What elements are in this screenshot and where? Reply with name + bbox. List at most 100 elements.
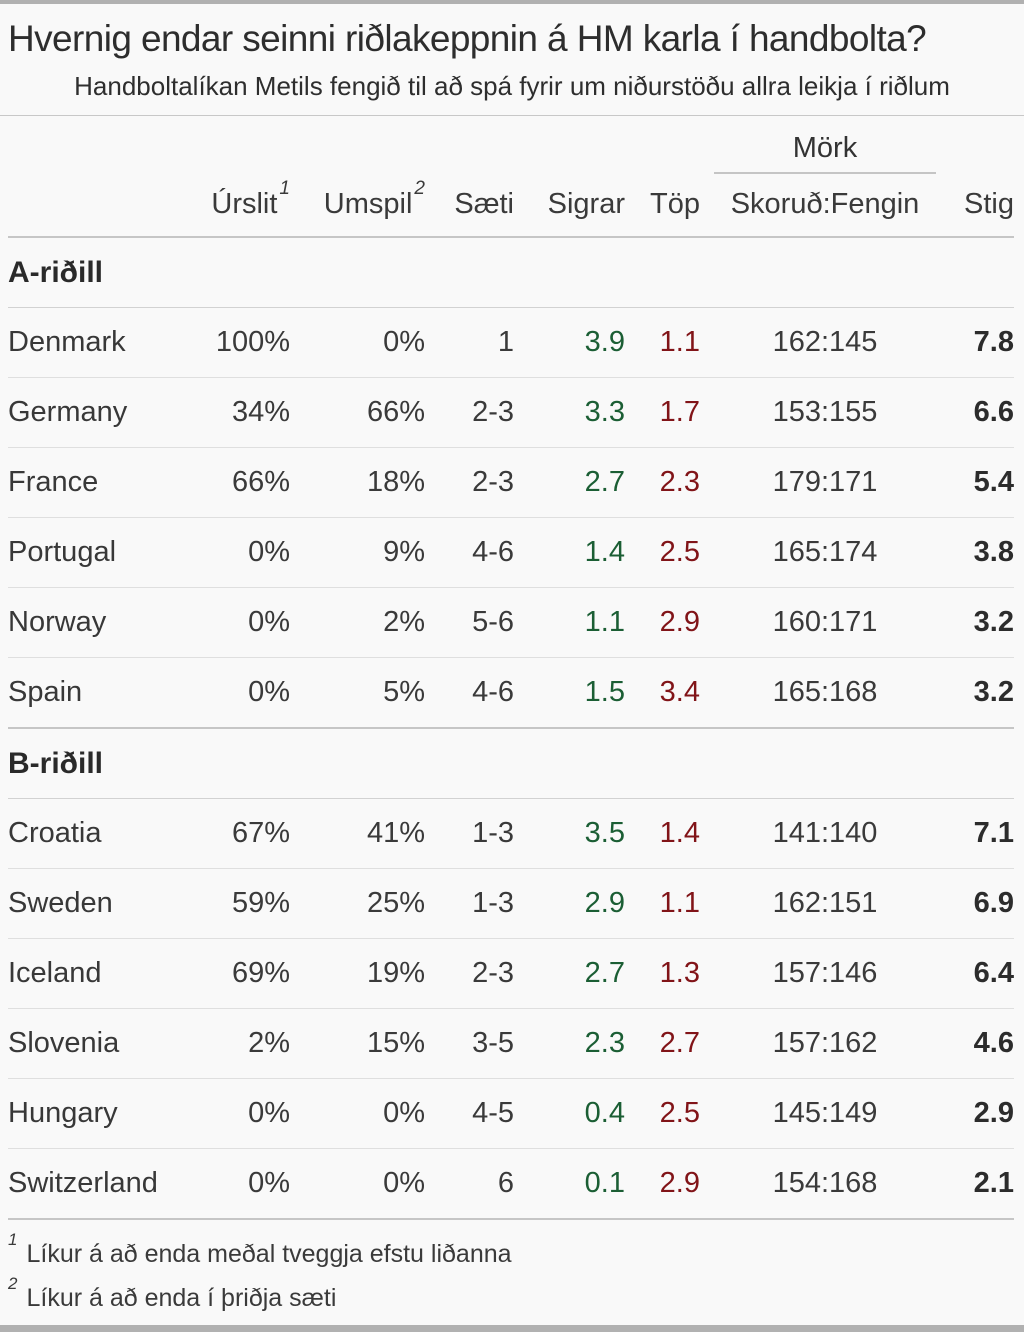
col-header-urslit: Úrslit 1 [195, 174, 290, 238]
saeti-cell: 2-3 [425, 447, 514, 518]
table-body: A-riðill Denmark 100% 0% 1 3.9 1.1 162:145 7.8 Ge… [8, 237, 1014, 1220]
col-header-urslit-label: Úrslit [211, 188, 278, 220]
urslit-cell: 100% [195, 307, 290, 378]
group-header-spacer [950, 116, 1014, 174]
footnote-2: 2 Líkur á að enda í þriðja sæti [8, 1275, 1016, 1314]
mork-underline [714, 172, 936, 174]
table-row: Sweden 59% 25% 1-3 2.9 1.1 162:151 6.9 [8, 868, 1014, 939]
section-header: A-riðill [8, 237, 1014, 308]
column-header-row: Úrslit 1 Umspil 2 Sæti Sigrar Töp Skoruð:F… [8, 174, 1014, 238]
sigrar-cell: 2.3 [514, 1008, 625, 1079]
footnote-marker-1: 1 [279, 178, 290, 200]
umspil-cell: 0% [290, 1078, 425, 1149]
top-cell: 1.1 [625, 307, 700, 378]
umspil-cell: 41% [290, 798, 425, 869]
saeti-cell: 6 [425, 1148, 514, 1220]
stig-cell: 2.1 [950, 1148, 1014, 1220]
umspil-cell: 15% [290, 1008, 425, 1079]
col-header-top: Töp [625, 174, 700, 238]
team-name-cell: Sweden [8, 868, 195, 939]
team-name-cell: Denmark [8, 307, 195, 378]
urslit-cell: 0% [195, 517, 290, 588]
urslit-cell: 59% [195, 868, 290, 939]
mork-cell: 157:162 [700, 1008, 950, 1079]
stig-cell: 3.8 [950, 517, 1014, 588]
top-cell: 3.4 [625, 657, 700, 729]
top-edge-bar [0, 0, 1024, 4]
stig-cell: 6.9 [950, 868, 1014, 939]
team-name-cell: Portugal [8, 517, 195, 588]
page-title: Hvernig endar seinni riðlakeppnin á HM k… [8, 18, 927, 59]
urslit-cell: 34% [195, 377, 290, 448]
table-row: Iceland 69% 19% 2-3 2.7 1.3 157:146 6.4 [8, 938, 1014, 1009]
col-header-umspil: Umspil 2 [290, 174, 425, 238]
stig-cell: 7.1 [950, 798, 1014, 869]
col-header-skorud-fengin: Skoruð:Fengin [700, 174, 950, 238]
team-name-cell: Croatia [8, 798, 195, 869]
umspil-cell: 9% [290, 517, 425, 588]
saeti-cell: 4-6 [425, 657, 514, 729]
urslit-cell: 0% [195, 1148, 290, 1220]
urslit-cell: 67% [195, 798, 290, 869]
mork-cell: 162:151 [700, 868, 950, 939]
stig-cell: 7.8 [950, 307, 1014, 378]
mork-cell: 153:155 [700, 377, 950, 448]
table-row: Croatia 67% 41% 1-3 3.5 1.4 141:140 7.1 [8, 798, 1014, 869]
stig-cell: 6.6 [950, 377, 1014, 448]
umspil-cell: 0% [290, 1148, 425, 1220]
top-cell: 2.3 [625, 447, 700, 518]
footnote-1-marker: 1 [8, 1229, 18, 1249]
col-header-saeti: Sæti [425, 174, 514, 238]
top-cell: 2.9 [625, 587, 700, 658]
urslit-cell: 66% [195, 447, 290, 518]
top-cell: 2.5 [625, 1078, 700, 1149]
group-header-row: Mörk [8, 116, 1014, 174]
results-table: Mörk Úrslit 1 Umspil 2 Sæti Sigrar Töp Sko… [8, 116, 1014, 1220]
top-cell: 1.4 [625, 798, 700, 869]
sigrar-cell: 3.5 [514, 798, 625, 869]
stig-cell: 2.9 [950, 1078, 1014, 1149]
saeti-cell: 3-5 [425, 1008, 514, 1079]
footnote-1: 1 Líkur á að enda meðal tveggja efstu lið… [8, 1231, 1016, 1270]
umspil-cell: 2% [290, 587, 425, 658]
table-row: Spain 0% 5% 4-6 1.5 3.4 165:168 3.2 [8, 657, 1014, 729]
top-cell: 1.3 [625, 938, 700, 1009]
team-name-cell: Germany [8, 377, 195, 448]
mork-cell: 157:146 [700, 938, 950, 1009]
mork-cell: 154:168 [700, 1148, 950, 1220]
saeti-cell: 1-3 [425, 798, 514, 869]
col-header-stig: Stig [950, 174, 1014, 238]
team-name-cell: Norway [8, 587, 195, 658]
table-row: Germany 34% 66% 2-3 3.3 1.7 153:155 6.6 [8, 377, 1014, 448]
stig-cell: 6.4 [950, 938, 1014, 1009]
saeti-cell: 2-3 [425, 377, 514, 448]
section-header-row: A-riðill [8, 237, 1014, 308]
saeti-cell: 4-6 [425, 517, 514, 588]
sigrar-cell: 1.1 [514, 587, 625, 658]
group-header-mork-label: Mörk [792, 132, 858, 164]
sigrar-cell: 0.4 [514, 1078, 625, 1149]
saeti-cell: 4-5 [425, 1078, 514, 1149]
table-row: Slovenia 2% 15% 3-5 2.3 2.7 157:162 4.6 [8, 1008, 1014, 1079]
col-header-team [8, 174, 195, 238]
sigrar-cell: 1.4 [514, 517, 625, 588]
top-cell: 2.9 [625, 1148, 700, 1220]
top-cell: 2.7 [625, 1008, 700, 1079]
sigrar-cell: 3.3 [514, 377, 625, 448]
team-name-cell: France [8, 447, 195, 518]
group-header-mork: Mörk [700, 116, 950, 174]
urslit-cell: 69% [195, 938, 290, 1009]
mork-cell: 165:168 [700, 657, 950, 729]
mork-cell: 179:171 [700, 447, 950, 518]
section-header: B-riðill [8, 727, 1014, 799]
team-name-cell: Iceland [8, 938, 195, 1009]
sigrar-cell: 2.9 [514, 868, 625, 939]
saeti-cell: 5-6 [425, 587, 514, 658]
umspil-cell: 66% [290, 377, 425, 448]
footnote-marker-2: 2 [414, 178, 425, 200]
top-cell: 2.5 [625, 517, 700, 588]
saeti-cell: 2-3 [425, 938, 514, 1009]
stig-cell: 4.6 [950, 1008, 1014, 1079]
table-row: France 66% 18% 2-3 2.7 2.3 179:171 5.4 [8, 447, 1014, 518]
